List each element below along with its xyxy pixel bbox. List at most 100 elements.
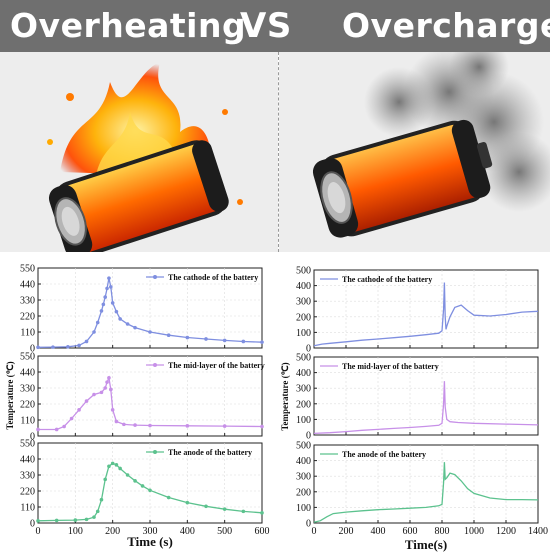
chart0-panel0-data-point: [95, 320, 100, 325]
chart0-panel0-data-point: [84, 339, 89, 344]
chart0-xtick-label: 500: [217, 526, 232, 537]
chart0-panel2-data-point: [114, 463, 119, 467]
chart0-panel2-data-point: [110, 461, 115, 466]
chart0-panel1-data-point: [62, 424, 66, 429]
chart0-panel0-data-point: [92, 330, 96, 334]
chart0-panel2-data-point: [241, 509, 246, 514]
chart0-panel1-data-point: [114, 419, 119, 424]
chart1-panel2-ytick-label: 200: [296, 487, 311, 498]
chart0-panel1-ytick-label: 220: [20, 400, 35, 411]
chart0-panel0-data-point: [101, 302, 106, 307]
chart0-panel0-data-point: [105, 286, 109, 291]
chart1-panel2-ytick-label: 300: [296, 472, 311, 483]
chart0-panel0-ytick-label: 440: [20, 280, 35, 291]
chart0-panel0-data-point: [114, 309, 119, 314]
chart0-panel1-ytick-label: 550: [20, 352, 35, 363]
chart1-panel1-frame: [313, 356, 539, 436]
chart0-panel1-data-point: [148, 423, 152, 428]
chart1-panel1-series-line: [313, 381, 539, 435]
chart1-panel2-series-line: [313, 462, 539, 523]
chart1-panel2-ytick-label: 0: [306, 519, 311, 530]
chart0-panel2-legend-marker: [153, 450, 157, 454]
chart0-panel1-data-point: [109, 387, 113, 392]
chart0-panel1-data-point: [84, 399, 89, 403]
chart1-panel0-legend-label: The cathode of the battery: [342, 275, 432, 284]
chart1-panel1-ytick-label: 100: [296, 415, 311, 426]
chart0-panel0-data-point: [125, 322, 130, 326]
chart1-panel2-ytick-label: 500: [296, 441, 311, 452]
chart1-xtick-label: 1400: [528, 526, 548, 537]
chart0-panel0-data-point: [133, 325, 137, 330]
chart0-panel1-data-point: [222, 424, 227, 428]
chart0-panel0-data-point: [185, 335, 190, 340]
chart0-panel0-data-point: [204, 337, 208, 341]
chart0-panel1-ytick-label: 440: [20, 368, 35, 379]
chart0-xtick-label: 0: [36, 526, 41, 537]
chart1-panel0-ytick-label: 400: [296, 281, 311, 292]
chart0-panel2-data-point: [36, 519, 40, 523]
chart0-panel2-data-point: [166, 495, 171, 500]
chart0-panel1-data-point: [103, 386, 107, 390]
chart0-panel2-data-point: [103, 477, 107, 482]
chart0-panel2-data-point: [185, 500, 190, 505]
chart0-panel2-data-point: [118, 466, 122, 471]
chart1-panel2-ytick-label: 400: [296, 456, 311, 467]
chart1-xtick-label: 600: [403, 526, 418, 537]
chart0-panel1-data-point: [107, 376, 111, 380]
chart1-panel0-ytick-label: 0: [306, 344, 311, 355]
chart0-panel0-data-point: [36, 345, 40, 350]
chart0-panel2-data-point: [92, 515, 96, 519]
chart1-panel1-ytick-label: 500: [296, 353, 311, 364]
chart0-panel2-ytick-label: 330: [20, 471, 35, 482]
chart1-panel2-ytick-label: 100: [296, 503, 311, 514]
chart1-xtick-label: 1200: [496, 526, 516, 537]
chart1-panel0-ytick-label: 100: [296, 328, 311, 339]
chart0-xtick-label: 400: [180, 526, 195, 537]
chart0-panel0-data-point: [222, 338, 227, 343]
chart0-panel1-data-point: [69, 416, 74, 421]
chart1-panel0-ytick-label: 300: [296, 297, 311, 308]
chart0-panel0-data-point: [241, 339, 246, 344]
chart0-panel2-ytick-label: 440: [20, 455, 35, 466]
chart0-panel0-ytick-label: 550: [20, 264, 35, 275]
chart0-panel2-ytick-label: 550: [20, 439, 35, 450]
chart0-panel1-data-point: [133, 423, 137, 427]
chart1-panel1-ytick-label: 400: [296, 368, 311, 379]
chart0-panel1-ytick-label: 330: [20, 384, 35, 395]
chart0-panel1-legend-marker: [153, 363, 157, 367]
chart1-panel1-legend-label: The mid-layer of the battery: [342, 362, 439, 371]
chart0-panel1-data-point: [105, 380, 109, 384]
chart0-panel1-data-point: [110, 408, 115, 412]
chart1-panel1-ytick-label: 200: [296, 399, 311, 410]
chart0-panel0-data-point: [118, 317, 122, 321]
chart1-panel2-frame: [313, 444, 539, 524]
chart0-xtick-label: 200: [105, 526, 120, 537]
title-banner: Overheating VS Overcharge: [0, 0, 550, 52]
chart1-xtick-label: 1000: [464, 526, 484, 537]
chart0-panel0-data-point: [51, 345, 55, 349]
chart0-ylabel: Temperature (℃): [5, 361, 15, 429]
chart0-panel0-legend-marker: [153, 275, 157, 279]
chart0-panel2-data-point: [95, 509, 100, 514]
chart0-panel0-data-point: [260, 340, 264, 344]
chart0-xtick-label: 300: [143, 526, 158, 537]
chart0-panel0-data-point: [166, 333, 171, 338]
chart0-panel0-legend-label: The cathode of the battery: [168, 273, 258, 282]
chart0-panel0-ytick-label: 110: [20, 328, 35, 339]
chart1-ylabel: Temperature (℃): [280, 362, 290, 430]
chart0-panel0-ytick-label: 0: [30, 344, 35, 355]
chart1-xtick-label: 200: [339, 526, 354, 537]
chart1-xlabel: Time(s): [405, 537, 447, 552]
chart1-panel2-legend-label: The anode of the battery: [342, 450, 426, 459]
chart0-xtick-label: 600: [255, 526, 270, 537]
chart0-panel0-data-point: [110, 301, 115, 305]
chart0-panel0-data-point: [77, 343, 81, 348]
chart1-xtick-label: 400: [371, 526, 386, 537]
chart0-panel2-ytick-label: 110: [20, 503, 35, 514]
chart0-panel2-data-point: [222, 507, 227, 511]
chart0-panel2-legend-label: The anode of the battery: [168, 448, 252, 457]
chart0-panel0-data-point: [107, 276, 111, 280]
chart0-panel2-series-line: [37, 462, 263, 522]
chart0-panel0-ytick-label: 220: [20, 312, 35, 323]
